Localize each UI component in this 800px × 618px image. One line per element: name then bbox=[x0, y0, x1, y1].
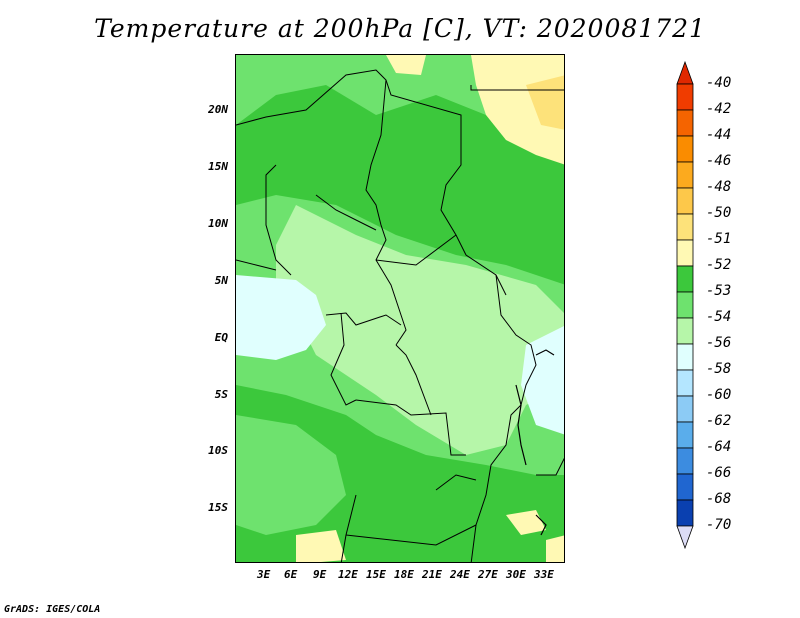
lon-label-33e: 33E bbox=[534, 568, 554, 581]
field-yellow-pale-s1 bbox=[506, 510, 546, 535]
colorbar-tick-label: -56 bbox=[706, 335, 732, 351]
field-yellow-pale-n bbox=[386, 55, 426, 75]
lon-label-9e: 9E bbox=[313, 568, 327, 581]
country-borders bbox=[236, 69, 564, 562]
lat-label-15n: 15N bbox=[208, 160, 228, 173]
colorbar-top-arrow bbox=[676, 60, 694, 85]
colorbar-tick-label: -66 bbox=[706, 465, 732, 481]
colorbar-segment bbox=[676, 265, 694, 293]
field-light-green-central bbox=[276, 205, 564, 455]
lake-outlines bbox=[515, 349, 555, 536]
lon-label-27e: 27E bbox=[478, 568, 498, 581]
colorbar-tick-label: -70 bbox=[706, 517, 732, 533]
colorbar-tick-label: -52 bbox=[706, 257, 732, 273]
lon-label-12e: 12E bbox=[338, 568, 358, 581]
lon-label-6e: 6E bbox=[284, 568, 298, 581]
lon-label-15e: 15E bbox=[366, 568, 386, 581]
colorbar-tick-label: -64 bbox=[706, 439, 732, 455]
field-yellow-ne bbox=[526, 75, 564, 130]
credit-label: GrADS: IGES/COLA bbox=[4, 604, 101, 615]
lon-label-30e: 30E bbox=[506, 568, 526, 581]
colorbar-tick-label: -62 bbox=[706, 413, 732, 429]
lat-label-10n: 10N bbox=[208, 217, 228, 230]
colorbar-segment bbox=[676, 473, 694, 501]
lat-label-15s: 15S bbox=[208, 501, 228, 514]
lat-label-5s: 5S bbox=[214, 388, 228, 401]
lon-label-21e: 21E bbox=[422, 568, 442, 581]
field-dark-green-north bbox=[236, 85, 564, 285]
colorbar-segment bbox=[676, 135, 694, 163]
field-cyan-east bbox=[521, 326, 564, 435]
colorbar-tick-label: -60 bbox=[706, 387, 732, 403]
colorbar-segment bbox=[676, 343, 694, 371]
map-title: Temperature at 200hPa [C], VT: 202008172… bbox=[94, 14, 706, 43]
colorbar-tick-label: -54 bbox=[706, 309, 732, 325]
field-cyan-gulf bbox=[236, 275, 326, 360]
colorbar-tick-label: -51 bbox=[706, 231, 732, 247]
lat-label-10s: 10S bbox=[208, 444, 228, 457]
colorbar-segment bbox=[676, 161, 694, 189]
colorbar-segment bbox=[676, 447, 694, 475]
colorbar-segment bbox=[676, 421, 694, 449]
colorbar-tick-label: -48 bbox=[706, 179, 732, 195]
colorbar-tick-label: -44 bbox=[706, 127, 732, 143]
lon-label-18e: 18E bbox=[394, 568, 414, 581]
colorbar-segment bbox=[676, 109, 694, 137]
colorbar bbox=[676, 60, 694, 550]
colorbar-tick-label: -68 bbox=[706, 491, 732, 507]
map-panel bbox=[235, 54, 565, 563]
colorbar-tick-label: -58 bbox=[706, 361, 732, 377]
lon-label-3e: 3E bbox=[257, 568, 271, 581]
colorbar-tick-label: -42 bbox=[706, 101, 732, 117]
lat-label-20n: 20N bbox=[208, 103, 228, 116]
colorbar-tick-label: -46 bbox=[706, 153, 732, 169]
lat-label-eq: EQ bbox=[214, 331, 228, 344]
colorbar-bottom-arrow bbox=[676, 525, 694, 550]
colorbar-tick-label: -53 bbox=[706, 283, 732, 299]
field-mid-green-sw bbox=[236, 415, 346, 535]
lon-label-24e: 24E bbox=[450, 568, 470, 581]
lat-label-5n: 5N bbox=[214, 274, 228, 287]
colorbar-segment bbox=[676, 499, 694, 527]
temperature-map bbox=[236, 55, 564, 562]
colorbar-segment bbox=[676, 395, 694, 423]
colorbar-segment bbox=[676, 187, 694, 215]
colorbar-segment bbox=[676, 291, 694, 319]
colorbar-tick-label: -40 bbox=[706, 75, 732, 91]
colorbar-segment bbox=[676, 83, 694, 111]
field-yellow-pale-s2 bbox=[296, 530, 346, 562]
colorbar-segment bbox=[676, 213, 694, 241]
colorbar-tick-label: -50 bbox=[706, 205, 732, 221]
colorbar-segment bbox=[676, 239, 694, 267]
field-yellow-pale-s3 bbox=[546, 535, 564, 562]
colorbar-segment bbox=[676, 369, 694, 397]
colorbar-segment bbox=[676, 317, 694, 345]
